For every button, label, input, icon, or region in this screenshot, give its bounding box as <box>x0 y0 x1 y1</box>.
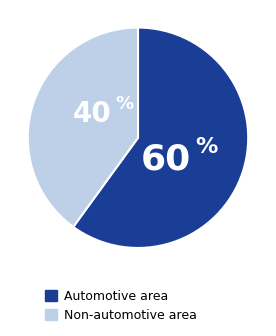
Text: %: % <box>195 136 217 157</box>
Wedge shape <box>28 28 138 227</box>
Wedge shape <box>73 28 248 248</box>
Text: 40: 40 <box>72 99 111 128</box>
Legend: Automotive area, Non-automotive area: Automotive area, Non-automotive area <box>40 285 201 327</box>
Text: %: % <box>116 95 134 113</box>
Text: 60: 60 <box>140 143 191 177</box>
